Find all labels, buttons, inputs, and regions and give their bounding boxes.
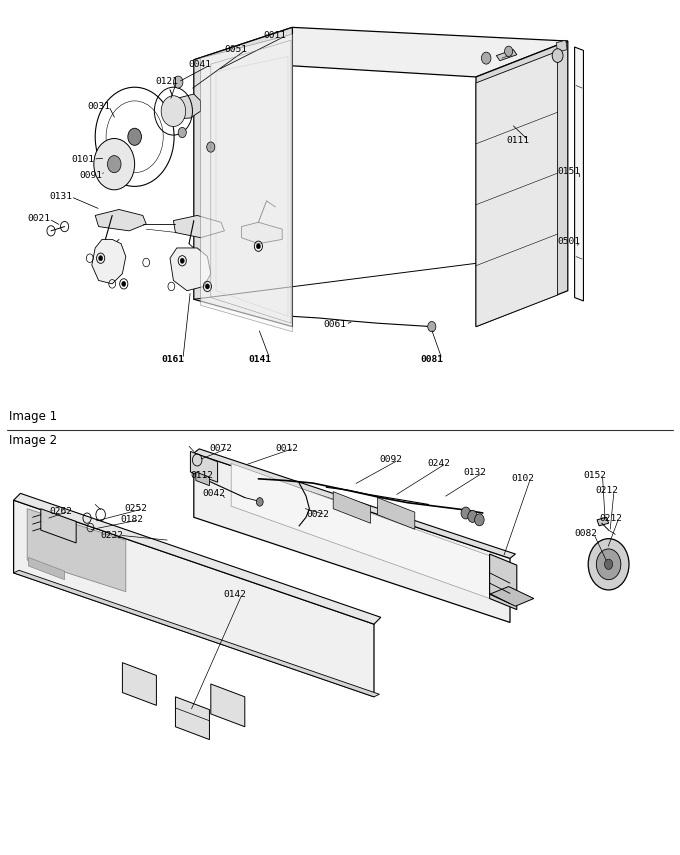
Polygon shape — [231, 463, 490, 598]
Circle shape — [256, 498, 263, 506]
Polygon shape — [194, 27, 568, 77]
Circle shape — [205, 284, 209, 289]
Text: Image 1: Image 1 — [9, 410, 57, 423]
Polygon shape — [158, 94, 201, 120]
Polygon shape — [190, 451, 218, 482]
Text: 0102: 0102 — [511, 475, 534, 483]
Polygon shape — [196, 472, 209, 486]
Text: 0022: 0022 — [307, 510, 330, 519]
Text: 0031: 0031 — [87, 102, 110, 110]
Polygon shape — [92, 239, 126, 284]
Text: 0092: 0092 — [379, 456, 403, 464]
Text: 0151: 0151 — [558, 167, 581, 175]
Polygon shape — [241, 222, 282, 244]
Circle shape — [256, 244, 260, 249]
Text: Image 2: Image 2 — [9, 434, 57, 447]
Circle shape — [99, 256, 103, 261]
Text: 0081: 0081 — [420, 355, 443, 363]
Text: 0091: 0091 — [79, 171, 102, 180]
Text: 0262: 0262 — [50, 507, 73, 516]
Circle shape — [481, 52, 491, 64]
Text: 0182: 0182 — [120, 516, 143, 524]
Polygon shape — [14, 493, 381, 624]
Polygon shape — [175, 697, 209, 740]
Polygon shape — [194, 27, 292, 327]
Polygon shape — [333, 492, 371, 523]
Circle shape — [428, 321, 436, 332]
Text: 0042: 0042 — [203, 489, 226, 498]
Polygon shape — [122, 663, 156, 705]
Polygon shape — [597, 517, 609, 526]
Polygon shape — [490, 587, 534, 606]
Text: 0152: 0152 — [583, 471, 607, 480]
Circle shape — [95, 87, 174, 186]
Polygon shape — [496, 50, 517, 61]
Text: 0072: 0072 — [209, 444, 233, 452]
Circle shape — [475, 514, 484, 526]
Polygon shape — [575, 47, 583, 301]
Circle shape — [178, 127, 186, 138]
Polygon shape — [201, 34, 292, 332]
Text: 0212: 0212 — [595, 486, 618, 495]
Polygon shape — [14, 500, 374, 697]
Text: 0501: 0501 — [558, 237, 581, 245]
Polygon shape — [173, 215, 224, 238]
Text: 0111: 0111 — [507, 136, 530, 144]
Polygon shape — [41, 509, 76, 543]
Polygon shape — [377, 498, 415, 529]
Text: 0082: 0082 — [575, 529, 598, 538]
Text: 0011: 0011 — [264, 32, 287, 40]
Circle shape — [180, 258, 184, 263]
Circle shape — [173, 76, 183, 88]
Polygon shape — [476, 41, 568, 327]
Circle shape — [505, 46, 513, 56]
Text: 0131: 0131 — [49, 192, 72, 201]
Circle shape — [107, 156, 121, 173]
Text: 0021: 0021 — [27, 215, 50, 223]
Circle shape — [207, 142, 215, 152]
Circle shape — [552, 49, 563, 62]
Circle shape — [461, 507, 471, 519]
Circle shape — [122, 281, 126, 286]
Circle shape — [161, 96, 186, 127]
Polygon shape — [194, 453, 510, 622]
Text: 0012: 0012 — [275, 444, 299, 452]
Text: 0051: 0051 — [224, 45, 248, 54]
Polygon shape — [27, 509, 126, 592]
Circle shape — [94, 139, 135, 190]
Text: 0141: 0141 — [248, 355, 271, 363]
Text: 0242: 0242 — [427, 459, 450, 468]
Polygon shape — [95, 209, 146, 231]
Polygon shape — [476, 51, 558, 327]
Circle shape — [605, 559, 613, 569]
Polygon shape — [490, 554, 517, 610]
Text: 0232: 0232 — [100, 531, 123, 540]
Text: 0101: 0101 — [71, 155, 95, 163]
Text: 0121: 0121 — [155, 77, 178, 86]
Polygon shape — [194, 449, 515, 558]
Text: 0112: 0112 — [190, 471, 214, 480]
Circle shape — [596, 549, 621, 580]
Text: 0161: 0161 — [161, 355, 184, 363]
Polygon shape — [556, 40, 567, 52]
Text: 0252: 0252 — [124, 504, 148, 513]
Polygon shape — [211, 684, 245, 727]
Text: 0212: 0212 — [600, 514, 623, 522]
Text: 0132: 0132 — [464, 469, 487, 477]
Circle shape — [468, 510, 477, 522]
Circle shape — [128, 128, 141, 145]
Text: 0061: 0061 — [324, 320, 347, 328]
Polygon shape — [14, 570, 379, 697]
Polygon shape — [29, 557, 65, 580]
Text: 0142: 0142 — [223, 590, 246, 598]
Text: 0041: 0041 — [188, 61, 211, 69]
Circle shape — [588, 539, 629, 590]
Polygon shape — [170, 248, 211, 291]
